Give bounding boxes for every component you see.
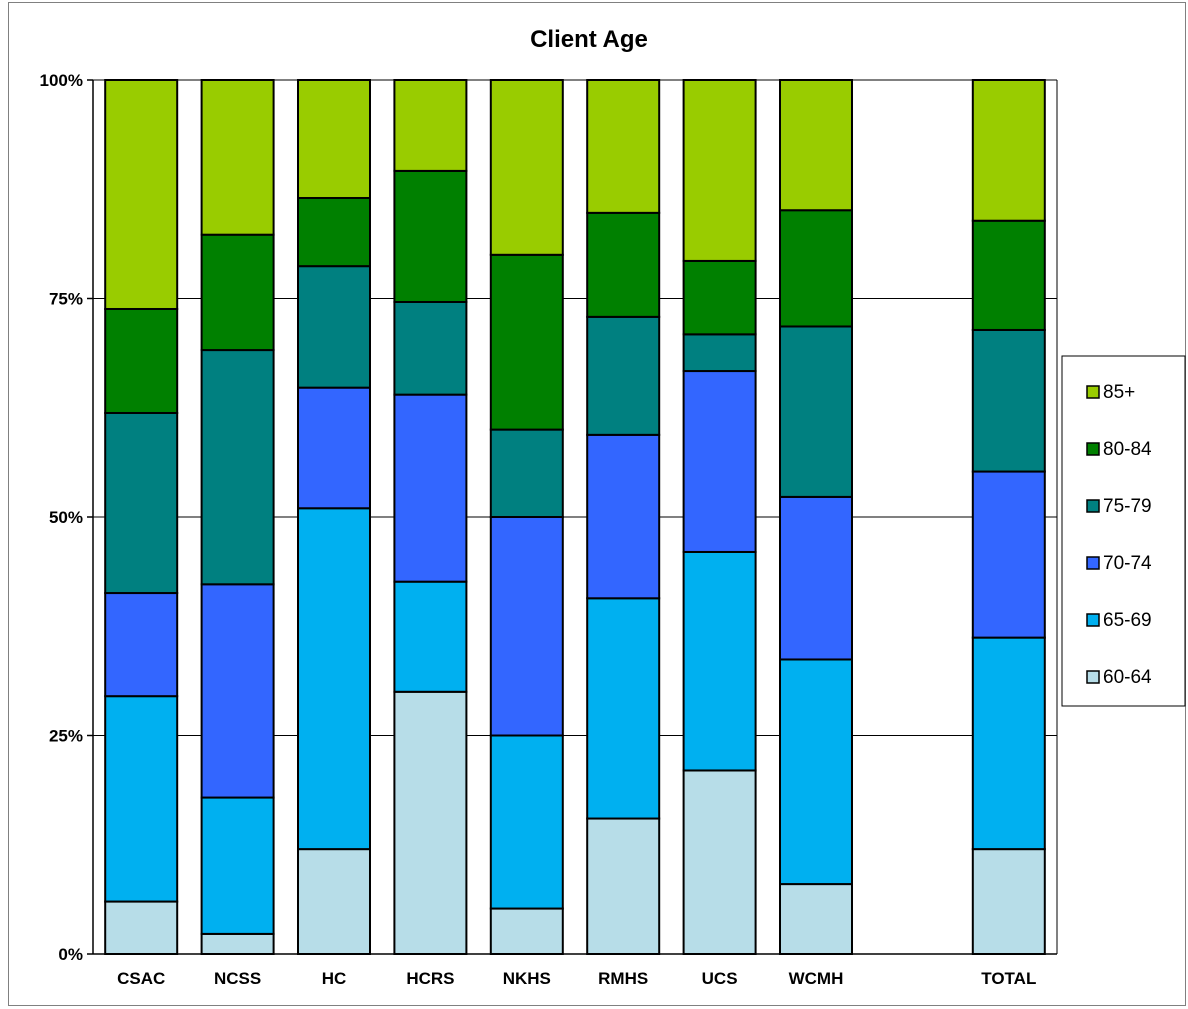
y-tick-label: 0% bbox=[58, 945, 83, 964]
bar-NKHS-65-69 bbox=[489, 734, 564, 910]
legend-label: 85+ bbox=[1103, 382, 1135, 403]
bar-UCS-75-79 bbox=[682, 333, 757, 373]
bar-UCS-70-74 bbox=[682, 370, 757, 553]
bar-HCRS-75-79 bbox=[393, 300, 468, 396]
bar-RMHS-75-79 bbox=[586, 315, 661, 436]
chart-frame: Client Age 0% 25% 50% 75% 100% CSAC NCSS HC HCR… bbox=[8, 2, 1186, 1006]
bar-HCRS-60-64 bbox=[393, 690, 468, 955]
legend-label: 70-74 bbox=[1103, 553, 1152, 574]
bar-HCRS-85+ bbox=[393, 79, 468, 172]
bar-UCS-60-64 bbox=[682, 769, 757, 956]
bar-NCSS-85+ bbox=[200, 79, 275, 236]
bar-HCRS-80-84 bbox=[393, 169, 468, 303]
bar-NCSS-65-69 bbox=[200, 796, 275, 935]
bar-CSAC-60-64 bbox=[104, 900, 179, 955]
bar-TOTAL-70-74 bbox=[971, 470, 1046, 639]
bar-HC-60-64 bbox=[297, 848, 371, 955]
bar-HC-75-79 bbox=[297, 265, 371, 389]
x-tick-label: HCRS bbox=[406, 969, 454, 988]
x-tick-label: RMHS bbox=[598, 969, 648, 988]
bar-TOTAL-75-79 bbox=[971, 328, 1046, 473]
legend-label: 60-64 bbox=[1103, 667, 1152, 688]
bar-RMHS-65-69 bbox=[586, 597, 661, 820]
x-tick-label: TOTAL bbox=[981, 969, 1036, 988]
y-tick-label: 75% bbox=[49, 290, 83, 309]
bar-TOTAL-65-69 bbox=[971, 636, 1046, 851]
bar-CSAC-65-69 bbox=[104, 695, 179, 903]
bar-RMHS-60-64 bbox=[586, 817, 661, 956]
bar-NKHS-70-74 bbox=[489, 516, 564, 737]
bar-CSAC-75-79 bbox=[104, 411, 179, 595]
bar-WCMH-60-64 bbox=[779, 883, 853, 956]
bar-UCS-65-69 bbox=[682, 550, 757, 772]
legend-swatch-85+ bbox=[1086, 385, 1100, 399]
x-tick-label: NCSS bbox=[214, 969, 261, 988]
bar-TOTAL-85+ bbox=[971, 79, 1046, 222]
bar-HC-85+ bbox=[297, 79, 371, 199]
legend-label: 75-79 bbox=[1103, 496, 1152, 517]
bar-HC-70-74 bbox=[297, 386, 371, 510]
legend-swatch-80-84 bbox=[1086, 442, 1100, 456]
bar-CSAC-80-84 bbox=[104, 307, 179, 414]
bar-CSAC-70-74 bbox=[104, 592, 179, 698]
bar-NCSS-70-74 bbox=[200, 583, 275, 799]
bar-HCRS-65-69 bbox=[393, 580, 468, 693]
bar-HCRS-70-74 bbox=[393, 393, 468, 583]
legend-label: 65-69 bbox=[1103, 610, 1152, 631]
bar-NCSS-60-64 bbox=[200, 932, 275, 956]
x-tick-labels: CSAC NCSS HC HCRS NKHS RMHS UCS WCMH TOTAL bbox=[117, 969, 1036, 988]
y-tick-label: 100% bbox=[40, 71, 83, 90]
bar-RMHS-80-84 bbox=[586, 211, 661, 318]
bar-NKHS-60-64 bbox=[489, 907, 564, 955]
legend-swatch-75-79 bbox=[1086, 499, 1100, 513]
bar-HC-65-69 bbox=[297, 507, 371, 851]
x-tick-label: UCS bbox=[702, 969, 738, 988]
y-tick-label: 50% bbox=[49, 508, 83, 527]
y-tick-labels: 0% 25% 50% 75% 100% bbox=[40, 71, 93, 964]
stacked-bar-chart: Client Age 0% 25% 50% 75% 100% CSAC NCSS HC HCR… bbox=[40, 26, 1186, 988]
bar-WCMH-70-74 bbox=[779, 495, 853, 661]
legend-swatch-65-69 bbox=[1086, 613, 1100, 627]
legend-box bbox=[1061, 355, 1186, 707]
bar-NCSS-80-84 bbox=[200, 233, 275, 352]
x-tick-label: NKHS bbox=[503, 969, 551, 988]
bar-HC-80-84 bbox=[297, 196, 371, 268]
bar-WCMH-80-84 bbox=[779, 209, 853, 328]
bar-NKHS-75-79 bbox=[489, 428, 564, 519]
x-tick-label: HC bbox=[322, 969, 347, 988]
bar-TOTAL-60-64 bbox=[971, 848, 1046, 955]
legend-label: 80-84 bbox=[1103, 439, 1152, 460]
y-tick-label: 25% bbox=[49, 727, 83, 746]
bar-WCMH-85+ bbox=[779, 79, 853, 212]
bar-NKHS-85+ bbox=[489, 79, 564, 256]
bar-NCSS-75-79 bbox=[200, 349, 275, 586]
bar-UCS-80-84 bbox=[682, 259, 757, 336]
bar-NKHS-80-84 bbox=[489, 253, 564, 431]
bar-RMHS-85+ bbox=[586, 79, 661, 214]
legend: 85+ 80-84 75-79 70-74 65-69 60-64 bbox=[1061, 355, 1186, 707]
chart-title: Client Age bbox=[530, 26, 648, 53]
bar-CSAC-85+ bbox=[104, 79, 179, 310]
legend-swatch-70-74 bbox=[1086, 556, 1100, 570]
x-tick-label: CSAC bbox=[117, 969, 165, 988]
bar-TOTAL-80-84 bbox=[971, 219, 1046, 331]
bar-WCMH-75-79 bbox=[779, 325, 853, 498]
bar-WCMH-65-69 bbox=[779, 658, 853, 886]
bar-RMHS-70-74 bbox=[586, 433, 661, 600]
legend-swatch-60-64 bbox=[1086, 670, 1100, 684]
bar-UCS-85+ bbox=[682, 79, 757, 262]
x-tick-label: WCMH bbox=[789, 969, 844, 988]
